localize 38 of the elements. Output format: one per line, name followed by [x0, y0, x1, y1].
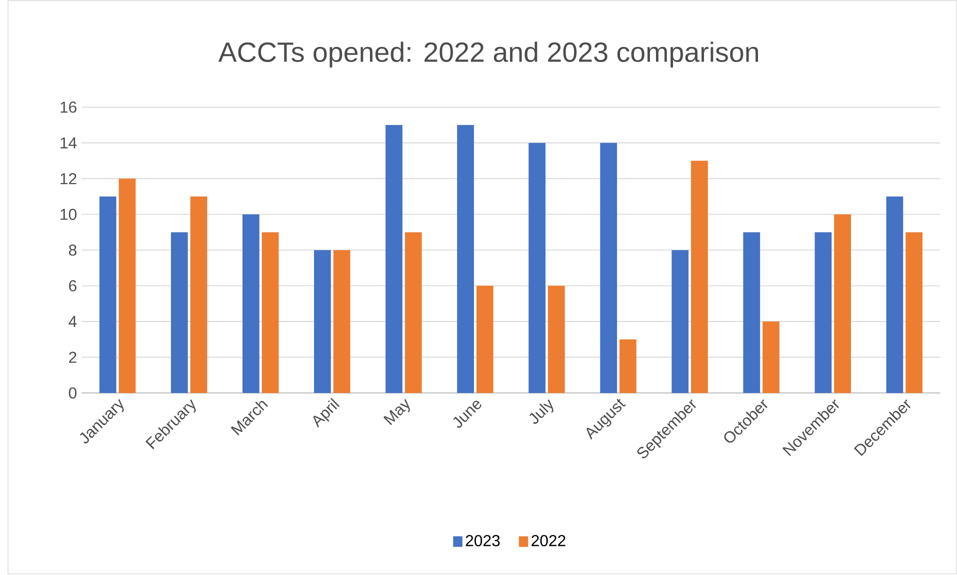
bar [170, 232, 188, 394]
bar [457, 125, 474, 394]
bar [691, 160, 708, 394]
bar [242, 214, 260, 394]
bar [762, 322, 780, 394]
x-tick-label: July [529, 400, 554, 424]
bar [528, 143, 546, 394]
y-tick-label: 8 [68, 244, 76, 256]
bar [620, 340, 636, 394]
bar [834, 214, 851, 394]
legend-label: 2023 [466, 535, 500, 546]
bar [548, 286, 565, 394]
bar [99, 196, 116, 394]
bar [190, 196, 208, 394]
y-tick-label: 4 [68, 316, 77, 328]
chart-title: ACCTs opened: 2022 and 2023 comparison [218, 42, 758, 68]
bar [672, 250, 689, 394]
y-tick-label: 14 [60, 138, 77, 149]
y-tick-label: 2 [69, 352, 76, 363]
bar [386, 125, 402, 394]
y-tick-label: 16 [60, 102, 76, 113]
bar [600, 143, 618, 394]
y-tick-label: 0 [68, 388, 76, 399]
bar [314, 250, 331, 394]
bar [333, 250, 350, 394]
y-tick-label: 10 [60, 208, 76, 220]
bar [118, 178, 136, 394]
bar [906, 232, 922, 394]
bar [814, 232, 832, 394]
bar [743, 232, 760, 394]
y-tick-label: 12 [60, 173, 76, 184]
bar [262, 232, 279, 394]
bar [886, 196, 904, 394]
bar [476, 286, 494, 394]
x-tick-label: May [383, 399, 410, 426]
y-tick-label: 6 [69, 280, 76, 292]
bar [404, 232, 422, 394]
legend-label: 2022 [532, 535, 566, 546]
